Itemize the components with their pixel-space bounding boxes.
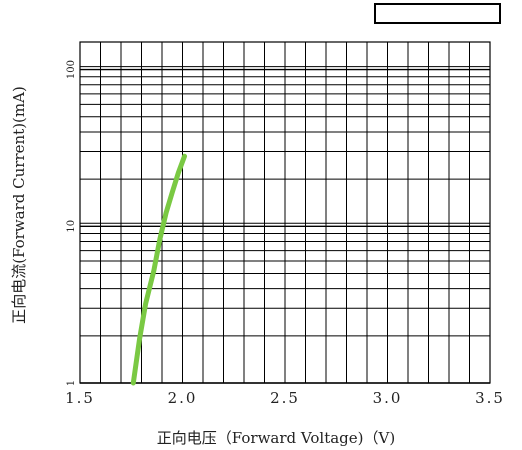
x-tick-label: 3.0 xyxy=(373,389,403,407)
x-axis-label: 正向电压（Forward Voltage)（V) xyxy=(157,429,395,447)
y-tick-label: 100 xyxy=(66,60,77,79)
x-tick-label: 2.5 xyxy=(270,389,300,407)
y-tick-label: 1 xyxy=(66,380,77,386)
y-axis-label: 正向电流(Forward Current)(mA) xyxy=(10,86,28,324)
x-tick-label: 1.5 xyxy=(65,389,95,407)
legend-box xyxy=(375,4,500,23)
series-line xyxy=(133,156,184,383)
y-tick-labels: 1 10 100 xyxy=(66,60,77,386)
x-tick-label: 3.5 xyxy=(475,389,505,407)
series-layer xyxy=(133,156,184,383)
x-tick-labels: 1.5 2.0 2.5 3.0 3.5 xyxy=(65,389,505,407)
x-tick-label: 2.0 xyxy=(168,389,198,407)
y-tick-label: 10 xyxy=(66,220,77,233)
